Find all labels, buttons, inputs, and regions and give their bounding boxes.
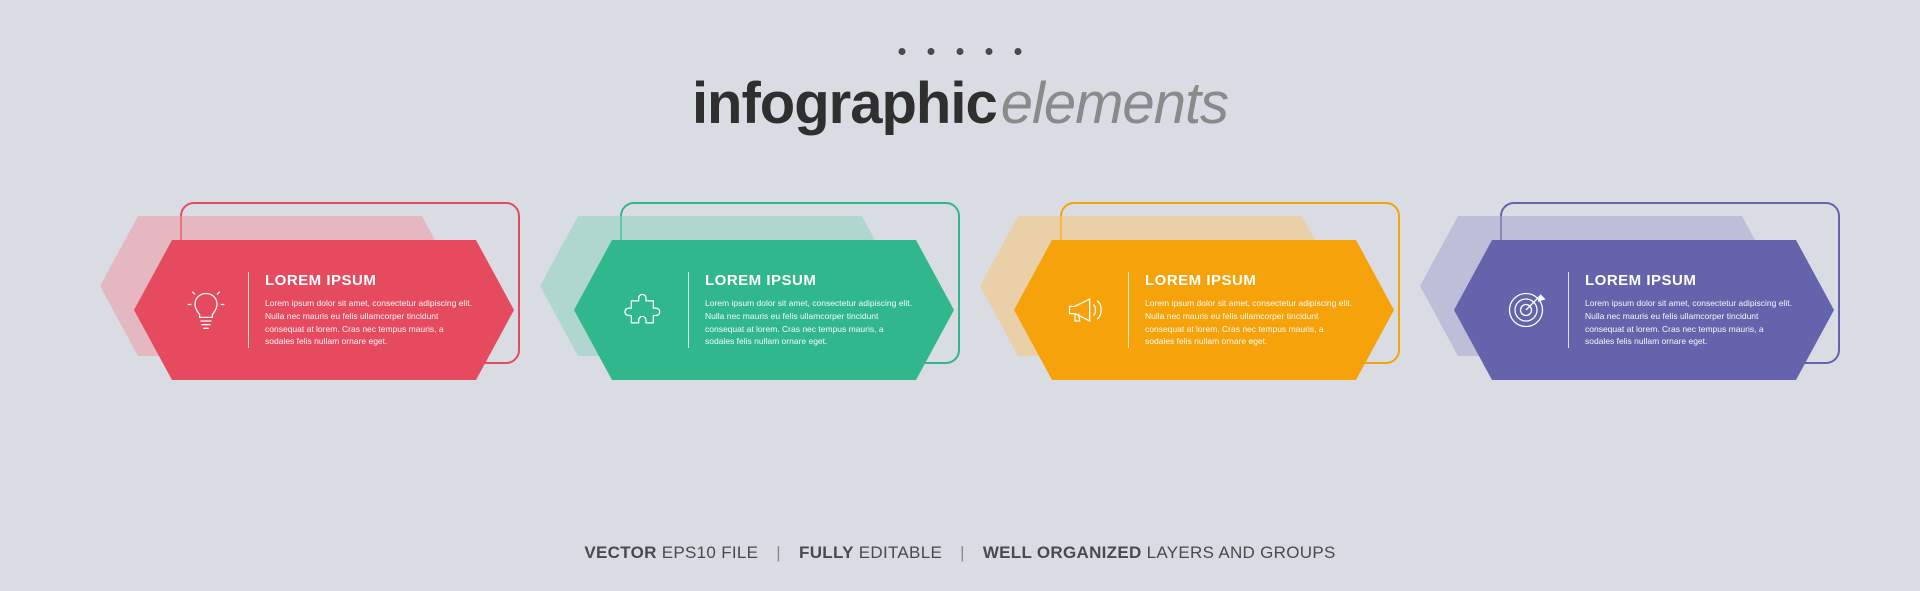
footer-bold: VECTOR bbox=[584, 543, 656, 562]
footer-segment: WELL ORGANIZED LAYERS AND GROUPS bbox=[983, 543, 1336, 562]
cards-row: LOREM IPSUM Lorem ipsum dolor sit amet, c… bbox=[0, 210, 1920, 410]
card-divider bbox=[248, 272, 249, 348]
info-card: LOREM IPSUM Lorem ipsum dolor sit amet, c… bbox=[990, 210, 1370, 410]
card-divider bbox=[1568, 272, 1569, 348]
info-card: LOREM IPSUM Lorem ipsum dolor sit amet, c… bbox=[1430, 210, 1810, 410]
header-dot bbox=[957, 48, 964, 55]
footer-rest: LAYERS AND GROUPS bbox=[1142, 543, 1336, 562]
lightbulb-icon bbox=[178, 288, 234, 332]
title-bold: infographic bbox=[692, 71, 997, 136]
footer-segment: VECTOR EPS10 FILE bbox=[584, 543, 758, 562]
card-text: LOREM IPSUM Lorem ipsum dolor sit amet, c… bbox=[1145, 272, 1354, 348]
card-text: LOREM IPSUM Lorem ipsum dolor sit amet, c… bbox=[705, 272, 914, 348]
header-dot bbox=[899, 48, 906, 55]
info-card: LOREM IPSUM Lorem ipsum dolor sit amet, c… bbox=[110, 210, 490, 410]
footer-bold: FULLY bbox=[799, 543, 854, 562]
card-text: LOREM IPSUM Lorem ipsum dolor sit amet, c… bbox=[1585, 272, 1794, 348]
card-text: LOREM IPSUM Lorem ipsum dolor sit amet, c… bbox=[265, 272, 474, 348]
header-dots bbox=[899, 48, 1022, 55]
card-pill: LOREM IPSUM Lorem ipsum dolor sit amet, c… bbox=[574, 240, 954, 380]
footer-rest: EDITABLE bbox=[854, 543, 942, 562]
title-light: elements bbox=[1001, 71, 1228, 136]
megaphone-icon bbox=[1058, 288, 1114, 332]
card-title: LOREM IPSUM bbox=[265, 272, 474, 289]
footer-segment: FULLY EDITABLE bbox=[799, 543, 942, 562]
page-title: infographicelements bbox=[692, 70, 1228, 137]
header-dot bbox=[1015, 48, 1022, 55]
puzzle-icon bbox=[618, 288, 674, 332]
card-pill: LOREM IPSUM Lorem ipsum dolor sit amet, c… bbox=[1014, 240, 1394, 380]
card-body: Lorem ipsum dolor sit amet, consectetur … bbox=[705, 297, 914, 348]
card-title: LOREM IPSUM bbox=[1145, 272, 1354, 289]
footer-tagline: VECTOR EPS10 FILE | FULLY EDITABLE | WELL OR… bbox=[584, 543, 1335, 563]
card-title: LOREM IPSUM bbox=[705, 272, 914, 289]
card-body: Lorem ipsum dolor sit amet, consectetur … bbox=[1145, 297, 1354, 348]
target-icon bbox=[1498, 288, 1554, 332]
card-body: Lorem ipsum dolor sit amet, consectetur … bbox=[265, 297, 474, 348]
card-divider bbox=[688, 272, 689, 348]
footer-separator: | bbox=[776, 543, 781, 562]
footer-bold: WELL ORGANIZED bbox=[983, 543, 1142, 562]
card-divider bbox=[1128, 272, 1129, 348]
card-body: Lorem ipsum dolor sit amet, consectetur … bbox=[1585, 297, 1794, 348]
header-dot bbox=[928, 48, 935, 55]
footer-separator: | bbox=[960, 543, 965, 562]
card-title: LOREM IPSUM bbox=[1585, 272, 1794, 289]
card-pill: LOREM IPSUM Lorem ipsum dolor sit amet, c… bbox=[1454, 240, 1834, 380]
header-dot bbox=[986, 48, 993, 55]
footer-rest: EPS10 FILE bbox=[657, 543, 759, 562]
card-pill: LOREM IPSUM Lorem ipsum dolor sit amet, c… bbox=[134, 240, 514, 380]
info-card: LOREM IPSUM Lorem ipsum dolor sit amet, c… bbox=[550, 210, 930, 410]
